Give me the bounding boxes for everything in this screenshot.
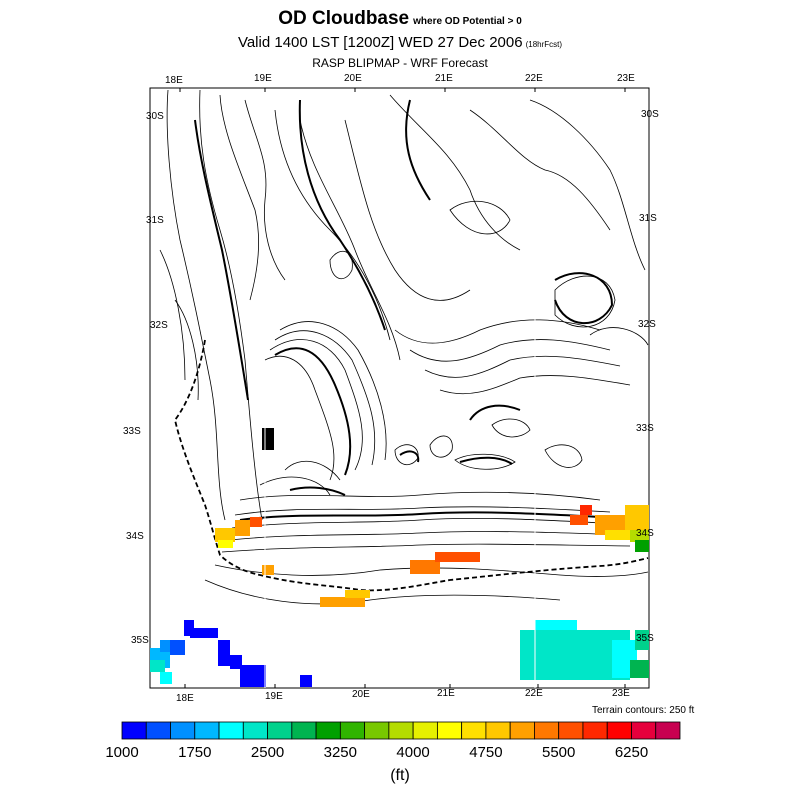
left-lat-33s: 33S <box>123 426 141 437</box>
left-lat-30s: 30S <box>146 111 164 122</box>
left-lat-31s: 31S <box>146 215 164 226</box>
valid-time: Valid 1400 LST [1200Z] WED 27 Dec 2006 (1… <box>0 34 800 51</box>
colorbar-swatch <box>558 721 584 740</box>
colorbar-swatch <box>461 721 487 740</box>
colorbar-swatch <box>315 721 341 740</box>
colorbar-swatch <box>170 721 196 740</box>
terrain-contours-major <box>194 99 621 521</box>
colorbar-units: (ft) <box>390 767 410 784</box>
forecast-hours: (18hrFcst) <box>525 40 563 49</box>
right-lat-35s: 35S <box>636 633 654 644</box>
colorbar-swatch <box>631 721 657 740</box>
colorbar-tick-label: 1750 <box>178 744 212 761</box>
colorbar-tick-label: 6250 <box>614 744 649 761</box>
bottom-lon-19e: 19E <box>265 691 283 702</box>
colorbar-swatch <box>388 721 414 740</box>
colorbar-swatch <box>655 721 681 740</box>
bottom-lon-20e: 20E <box>352 689 370 700</box>
terrain-contour-note: Terrain contours: 250 ft <box>592 705 695 716</box>
colorbar-tick-label: 4750 <box>469 744 503 761</box>
colorbar-swatch <box>412 721 438 740</box>
model-name: RASP BLIPMAP - WRF Forecast <box>312 56 488 70</box>
top-lon-18e: 18E <box>165 75 183 86</box>
tick-marks <box>179 88 626 688</box>
bottom-lon-23e: 23E <box>612 688 630 699</box>
title-main-suffix: where OD Potential > 0 <box>413 16 522 27</box>
right-lat-32s: 32S <box>638 319 656 330</box>
right-lat-34s: 34S <box>636 528 654 539</box>
valid-time-text: Valid 1400 LST [1200Z] WED 27 Dec 2006 <box>237 34 523 51</box>
top-lon-20e: 20E <box>344 73 362 84</box>
colorbar-tick-label: 2500 <box>250 744 285 761</box>
bottom-lon-22e: 22E <box>525 688 543 699</box>
colorbar-tick-label: 3250 <box>323 744 357 761</box>
top-lon-22e: 22E <box>525 73 543 84</box>
top-lon-19e: 19E <box>254 73 272 84</box>
colorbar-swatch <box>364 721 390 740</box>
top-lon-21e: 21E <box>435 73 453 84</box>
colorbar-swatch <box>194 721 220 740</box>
colorbar-swatch <box>485 721 511 740</box>
map-title: OD Cloudbase where OD Potential > 0 <box>0 8 800 30</box>
colorbar-swatch <box>218 721 244 740</box>
colorbar-swatch <box>145 721 171 740</box>
left-lat-35s: 35S <box>131 635 149 646</box>
colorbar-swatch <box>121 721 147 740</box>
colorbar-swatch <box>509 721 535 740</box>
colorbar-swatch <box>582 721 608 740</box>
colorbar-swatch <box>339 721 366 740</box>
colorbar-tick-label: 5500 <box>542 744 576 761</box>
colorbar-swatch <box>436 721 463 740</box>
left-lat-32s: 32S <box>150 320 168 331</box>
right-lat-31s: 31S <box>639 213 657 224</box>
right-lat-30s: 30S <box>641 109 659 120</box>
low-cloudbase-cells <box>150 620 649 687</box>
colorbar-tick-label: 4000 <box>396 744 430 761</box>
graticule <box>264 300 536 688</box>
title-main: OD Cloudbase <box>278 8 410 29</box>
colorbar-swatch <box>291 721 317 740</box>
colorbar-tick-label: 1000 <box>105 744 139 761</box>
map-frame <box>149 87 650 689</box>
colorbar-swatch <box>242 721 268 740</box>
colorbar-swatch <box>267 721 293 740</box>
right-lat-33s: 33S <box>636 423 654 434</box>
bottom-lon-18e: 18E <box>176 693 194 704</box>
top-lon-23e: 23E <box>617 73 635 84</box>
colorbar-swatch <box>606 721 632 740</box>
colorbar-swatch <box>534 721 560 740</box>
left-lat-34s: 34S <box>126 531 144 542</box>
terrain-contours <box>159 89 649 605</box>
cloudbase-cells <box>215 505 649 607</box>
bottom-lon-21e: 21E <box>437 688 455 699</box>
